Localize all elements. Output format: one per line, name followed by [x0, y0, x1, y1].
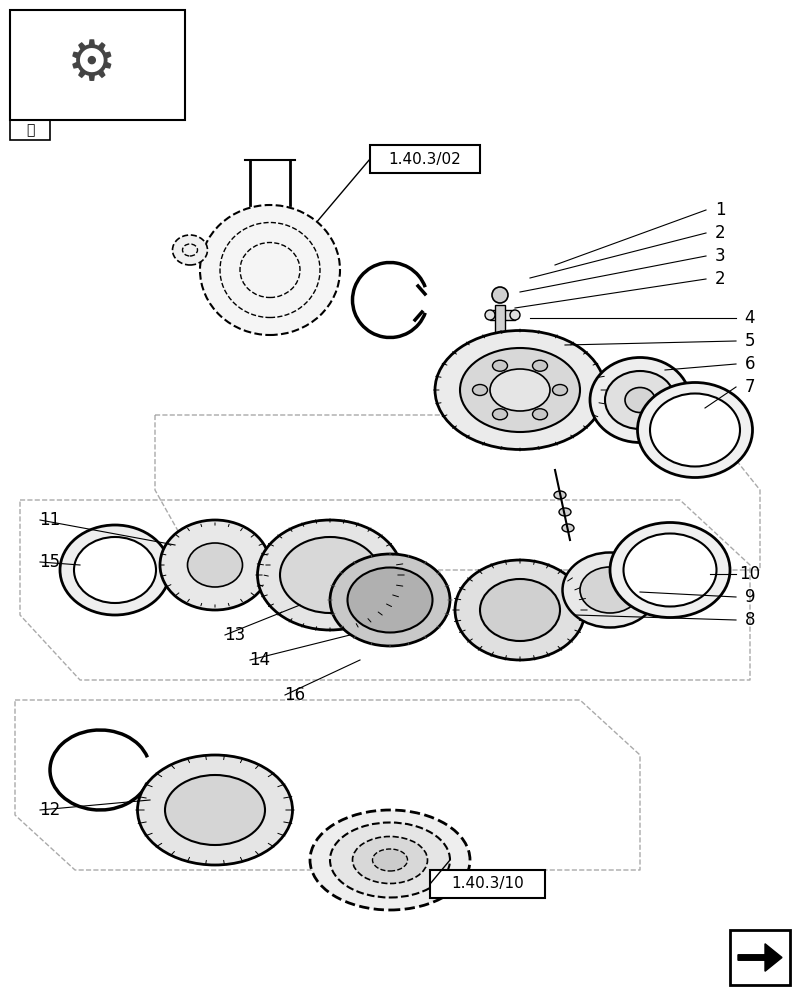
Text: ⚙: ⚙	[67, 38, 117, 92]
Ellipse shape	[553, 491, 565, 499]
Ellipse shape	[280, 537, 380, 613]
Text: 10: 10	[739, 565, 760, 583]
Text: 11: 11	[39, 511, 61, 529]
Bar	[370, 145, 479, 173]
Ellipse shape	[479, 579, 560, 641]
Bar	[10, 120, 50, 140]
Ellipse shape	[509, 310, 519, 320]
Ellipse shape	[590, 358, 689, 442]
Ellipse shape	[352, 836, 427, 884]
Bar	[489, 310, 514, 320]
Ellipse shape	[561, 524, 573, 532]
Ellipse shape	[257, 520, 402, 630]
Text: 5: 5	[744, 332, 754, 350]
Ellipse shape	[435, 330, 604, 450]
Ellipse shape	[329, 822, 449, 898]
Ellipse shape	[200, 205, 340, 335]
Text: 16: 16	[284, 686, 305, 704]
Ellipse shape	[310, 810, 470, 910]
Ellipse shape	[492, 409, 507, 420]
Ellipse shape	[484, 310, 495, 320]
Text: 1.40.3/02: 1.40.3/02	[388, 152, 461, 167]
Text: 14: 14	[249, 651, 270, 669]
Ellipse shape	[137, 755, 292, 865]
Ellipse shape	[532, 360, 547, 371]
Text: 2: 2	[714, 224, 724, 242]
Ellipse shape	[172, 235, 208, 265]
Text: 12: 12	[39, 801, 61, 819]
Ellipse shape	[372, 849, 407, 871]
Ellipse shape	[160, 520, 270, 610]
Circle shape	[491, 287, 508, 303]
Ellipse shape	[558, 508, 570, 516]
Text: 3: 3	[714, 247, 724, 265]
Ellipse shape	[347, 568, 432, 633]
Ellipse shape	[329, 554, 449, 646]
Ellipse shape	[74, 537, 156, 603]
Ellipse shape	[623, 534, 715, 606]
Text: 1: 1	[714, 201, 724, 219]
Bar	[10, 10, 185, 120]
Text: 8: 8	[744, 611, 754, 629]
Ellipse shape	[562, 552, 657, 628]
Text: 2: 2	[714, 270, 724, 288]
Text: 🔧: 🔧	[26, 123, 34, 137]
Ellipse shape	[624, 387, 654, 412]
Text: 15: 15	[40, 553, 61, 571]
Text: 13: 13	[224, 626, 245, 644]
Bar	[430, 870, 544, 898]
Ellipse shape	[460, 348, 579, 432]
Ellipse shape	[492, 360, 507, 371]
Ellipse shape	[609, 522, 729, 617]
Ellipse shape	[532, 409, 547, 420]
Bar	[729, 930, 789, 985]
Ellipse shape	[604, 371, 674, 429]
Text: 9: 9	[744, 588, 754, 606]
Ellipse shape	[551, 384, 567, 395]
Text: 1.40.3/10: 1.40.3/10	[451, 876, 523, 892]
Ellipse shape	[454, 560, 584, 660]
Polygon shape	[737, 944, 781, 971]
Text: 4: 4	[744, 309, 754, 327]
Bar	[495, 305, 504, 335]
Ellipse shape	[472, 384, 487, 395]
Ellipse shape	[579, 567, 639, 613]
Text: 7: 7	[744, 378, 754, 396]
Ellipse shape	[60, 525, 169, 615]
Ellipse shape	[637, 382, 752, 478]
Text: 6: 6	[744, 355, 754, 373]
Ellipse shape	[165, 775, 264, 845]
Ellipse shape	[649, 393, 739, 466]
Ellipse shape	[489, 369, 549, 411]
Ellipse shape	[187, 543, 242, 587]
